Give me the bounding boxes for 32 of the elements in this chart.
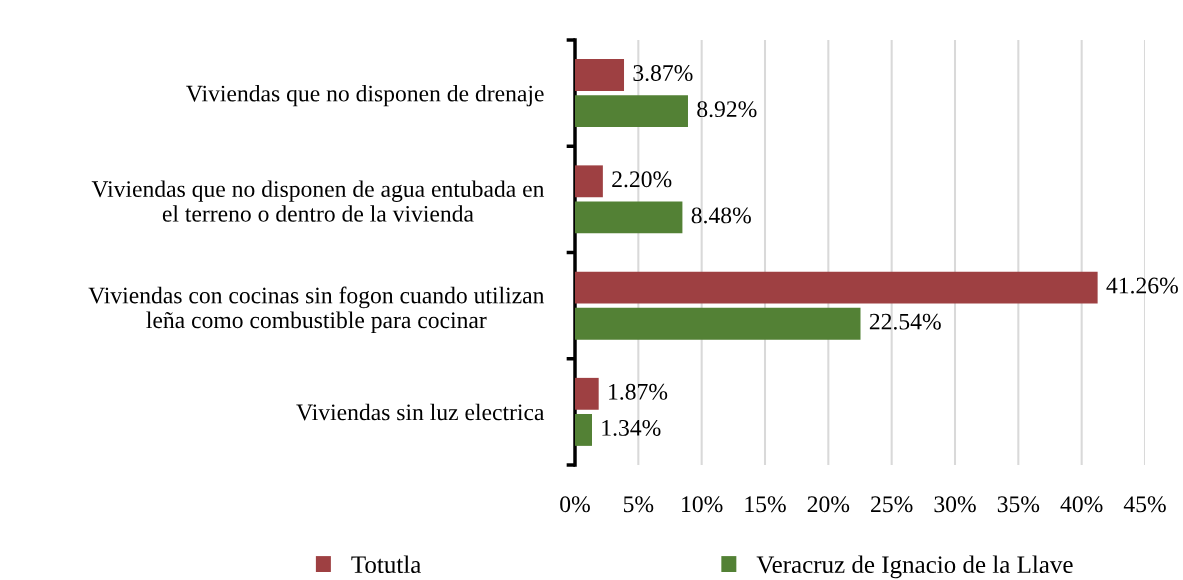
data-label: 22.54% (869, 313, 941, 330)
x-tick-label: 45% (1123, 496, 1166, 513)
x-tick-label: 25% (871, 496, 913, 513)
data-label: 3.87% (633, 65, 693, 82)
data-label: 2.20% (612, 171, 672, 188)
x-tick-label: 10% (682, 496, 723, 513)
x-tick-label: 0% (560, 496, 590, 513)
bar (575, 377, 599, 410)
x-tick-label: 40% (1060, 496, 1103, 513)
y-tick-label: Viviendas que no disponen de agua entubada en el terreno o dentro de la vivienda (91, 180, 545, 222)
legend-label: Totutla (351, 555, 421, 574)
data-label: 8.48% (691, 207, 751, 224)
x-tick-label: 30% (934, 496, 976, 513)
x-tick-label: 20% (807, 496, 850, 513)
bar (575, 59, 625, 91)
bar (575, 95, 688, 128)
bar (575, 271, 1098, 304)
bar (575, 307, 861, 340)
data-label: 1.87% (609, 383, 668, 400)
legend-label: Veracruz de Ignacio de la Llave (756, 555, 1073, 579)
y-tick-label: Viviendas que no disponen de drenaje (186, 84, 544, 107)
bar (575, 201, 683, 234)
bar (575, 414, 592, 446)
data-label: 8.92% (697, 101, 757, 118)
y-tick-label: Viviendas sin luz electrica (296, 403, 545, 421)
x-tick-label: 5% (623, 496, 654, 513)
x-tick-label: 15% (745, 496, 786, 513)
data-label: 41.26% (1106, 277, 1178, 294)
data-label: 1.34% (602, 419, 661, 436)
y-tick-label: Viviendas con cocinas sin fogon cuando utilizan leña como combustible para cocinar (88, 286, 545, 333)
bar (575, 165, 603, 198)
x-tick-label: 35% (997, 496, 1040, 513)
